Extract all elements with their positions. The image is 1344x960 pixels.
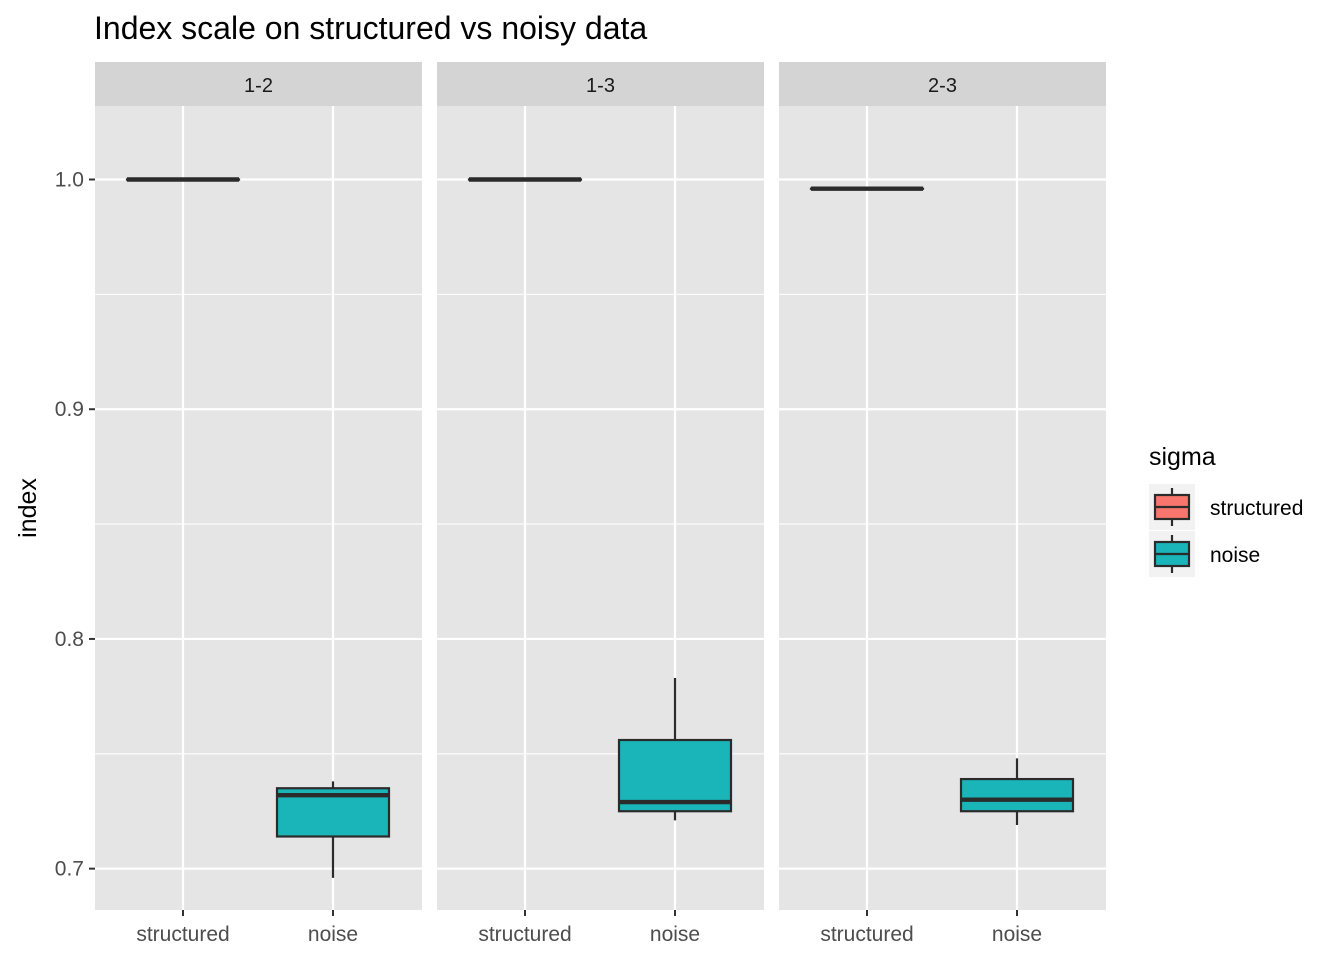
legend-label: structured <box>1210 497 1303 520</box>
x-tick-label: structured <box>136 923 229 946</box>
y-axis: 0.7 0.8 0.9 1.0 <box>55 169 95 881</box>
x-tick-label: structured <box>478 923 571 946</box>
facet-strip-label: 1-2 <box>244 75 273 97</box>
y-tick-label: 0.9 <box>55 398 84 421</box>
legend-title: sigma <box>1149 443 1216 471</box>
box-body <box>959 777 1075 813</box>
legend: sigma structured noise <box>1149 443 1303 577</box>
panel-background <box>95 106 422 910</box>
box-noise <box>617 677 733 821</box>
legend-label: noise <box>1210 544 1260 567</box>
facet-strip-label: 1-3 <box>586 75 615 97</box>
box-body <box>617 738 733 813</box>
panel-background <box>779 106 1106 910</box>
facet-strip <box>779 62 1106 106</box>
x-tick-label: noise <box>650 923 700 946</box>
chart-title: Index scale on structured vs noisy data <box>94 10 647 46</box>
facet-panel-2-3: 2-3 structured noise <box>779 62 1106 946</box>
facet-strip <box>95 62 422 106</box>
y-tick-label: 0.7 <box>55 858 84 881</box>
box-noise <box>275 781 391 878</box>
legend-entry-noise: noise <box>1149 531 1260 577</box>
facet-panel-1-2: 1-2 structured noise <box>95 62 422 946</box>
y-tick-label: 0.8 <box>55 628 84 651</box>
legend-entry-structured: structured <box>1149 484 1303 530</box>
y-tick-label: 1.0 <box>55 169 84 192</box>
facet-strip <box>437 62 764 106</box>
x-tick-label: noise <box>992 923 1042 946</box>
facet-panel-1-3: 1-3 structured noise <box>437 62 764 946</box>
box-noise <box>959 758 1075 826</box>
x-tick-label: structured <box>820 923 913 946</box>
y-axis-title: index <box>14 478 42 538</box>
facet-strip-label: 2-3 <box>928 75 957 97</box>
facet-panels: 1-2 structured noise 1-3 structured noise 2-3 s… <box>95 62 1106 946</box>
x-tick-label: noise <box>308 923 358 946</box>
